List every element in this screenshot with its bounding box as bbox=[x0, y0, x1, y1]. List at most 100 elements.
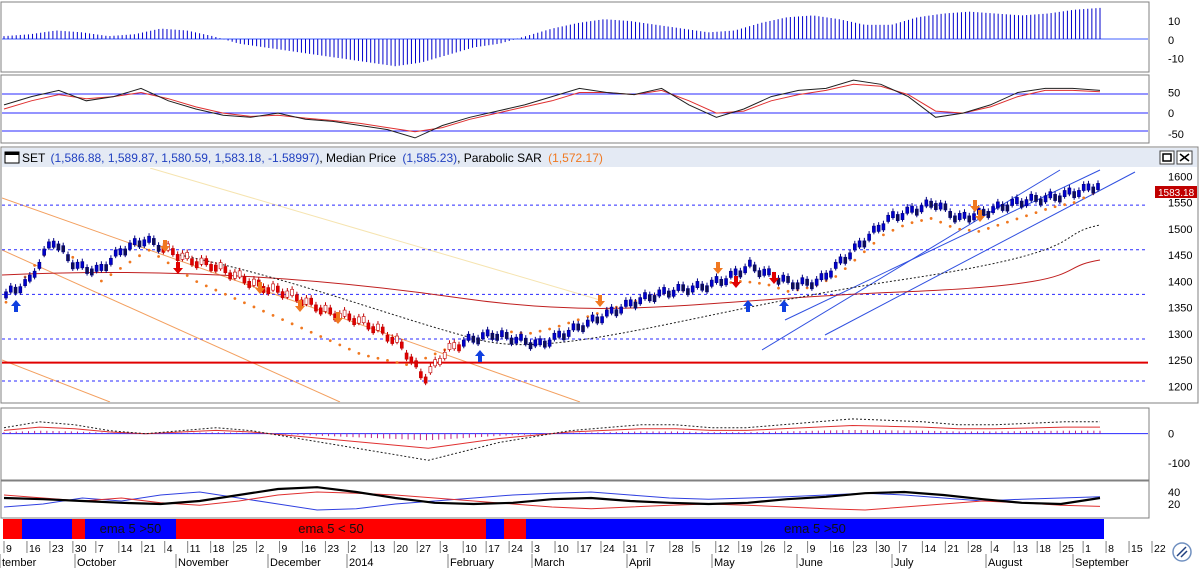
price-candle bbox=[714, 276, 719, 283]
price-candle bbox=[185, 252, 190, 260]
sar-dot bbox=[338, 343, 342, 347]
price-candle bbox=[342, 309, 347, 317]
price-candle bbox=[1077, 190, 1081, 197]
price-candle bbox=[280, 291, 285, 299]
price-candle bbox=[929, 200, 933, 208]
price-candle bbox=[128, 242, 132, 250]
price-candle bbox=[428, 366, 433, 374]
price-candle bbox=[595, 316, 600, 324]
banner-label: ema 5 >50 bbox=[100, 521, 162, 536]
price-candle bbox=[943, 203, 948, 211]
price-candle bbox=[399, 341, 404, 349]
price-candle bbox=[686, 288, 690, 296]
price-candle bbox=[190, 258, 194, 266]
price-candle bbox=[824, 272, 828, 280]
price-candle bbox=[242, 276, 247, 284]
sar-dot bbox=[99, 279, 103, 283]
price-candle bbox=[843, 256, 848, 264]
price-candle bbox=[981, 208, 986, 216]
price-candle bbox=[18, 286, 23, 294]
x-day-label: 16 bbox=[304, 543, 316, 555]
price-candle bbox=[1034, 194, 1038, 202]
sar-dot bbox=[271, 313, 275, 317]
price-candle bbox=[643, 292, 647, 300]
price-candle bbox=[991, 206, 995, 214]
sar-label: Parabolic SAR bbox=[464, 151, 542, 165]
price-candle bbox=[1038, 198, 1043, 206]
price-candle bbox=[457, 344, 461, 352]
sar-dot bbox=[319, 335, 323, 338]
macd-histogram bbox=[3, 429, 1101, 441]
price-candle bbox=[295, 294, 299, 302]
price-candle bbox=[276, 285, 280, 293]
price-candle bbox=[1024, 199, 1029, 207]
x-day-label: 4 bbox=[993, 543, 999, 555]
macd-axis: 0 -100 bbox=[1168, 429, 1190, 471]
price-candle bbox=[1043, 195, 1048, 203]
sar-dot bbox=[300, 326, 304, 330]
sar-dot bbox=[1034, 211, 1038, 215]
price-candle bbox=[986, 211, 991, 218]
price-candle bbox=[285, 290, 290, 298]
price-candle bbox=[581, 325, 585, 333]
x-day-label: 25 bbox=[1062, 543, 1074, 555]
x-month-label: April bbox=[629, 557, 651, 569]
sar-dot bbox=[405, 363, 408, 366]
price-candle bbox=[99, 263, 104, 271]
sar-dot bbox=[1025, 214, 1028, 218]
x-day-label: 12 bbox=[718, 543, 730, 555]
price-candle bbox=[109, 257, 113, 265]
price-candle bbox=[924, 199, 929, 207]
price-candle bbox=[762, 268, 767, 276]
price-candle bbox=[304, 297, 309, 305]
price-candle bbox=[137, 240, 142, 248]
price-candle bbox=[757, 270, 762, 278]
price-candle bbox=[819, 273, 824, 281]
axis-tick-label: 1300 bbox=[1168, 329, 1192, 341]
sar-dot bbox=[1044, 208, 1047, 211]
close-icon[interactable] bbox=[1176, 150, 1193, 165]
sell-arrow-icon bbox=[595, 295, 605, 307]
price-candle bbox=[681, 284, 685, 292]
x-day-label: 30 bbox=[878, 543, 890, 555]
price-candle bbox=[838, 256, 843, 264]
price-candle bbox=[786, 276, 790, 283]
price-candle bbox=[1091, 186, 1096, 194]
price-candle bbox=[853, 243, 857, 251]
price-candle bbox=[552, 332, 557, 340]
maximize-icon[interactable] bbox=[1159, 150, 1175, 165]
sar-dot bbox=[223, 292, 227, 296]
x-day-label: 30 bbox=[75, 543, 87, 555]
sar-dot bbox=[138, 254, 141, 258]
oscillator-main-line bbox=[3, 79, 1101, 139]
price-candle bbox=[671, 289, 676, 297]
price-candle bbox=[972, 213, 976, 221]
price-candle bbox=[867, 233, 871, 241]
price-candle bbox=[218, 262, 223, 270]
sar-dot bbox=[328, 339, 332, 343]
price-candle bbox=[113, 249, 118, 257]
price-candle bbox=[528, 342, 533, 350]
price-candle bbox=[266, 287, 271, 295]
price-candle bbox=[404, 352, 409, 360]
price-candle bbox=[962, 211, 967, 219]
price-candle bbox=[180, 252, 185, 260]
price-candle bbox=[13, 286, 18, 294]
price-candle bbox=[194, 261, 199, 269]
price-candle bbox=[123, 248, 128, 256]
x-day-label: 17 bbox=[488, 543, 500, 555]
banner-segment bbox=[504, 519, 526, 539]
x-day-label: 31 bbox=[626, 543, 638, 555]
sar-dot bbox=[729, 281, 733, 284]
axis-tick-label: 1200 bbox=[1168, 381, 1192, 393]
resize-grip-icon[interactable] bbox=[1172, 542, 1192, 562]
price-candle bbox=[466, 333, 471, 341]
sar-dot bbox=[147, 248, 151, 252]
price-candles bbox=[4, 180, 1100, 386]
x-month-label: December bbox=[270, 557, 321, 569]
sar-dot bbox=[262, 309, 265, 313]
price-candle bbox=[414, 360, 418, 368]
price-candle bbox=[156, 244, 161, 252]
buy-arrow-icon bbox=[11, 300, 21, 312]
